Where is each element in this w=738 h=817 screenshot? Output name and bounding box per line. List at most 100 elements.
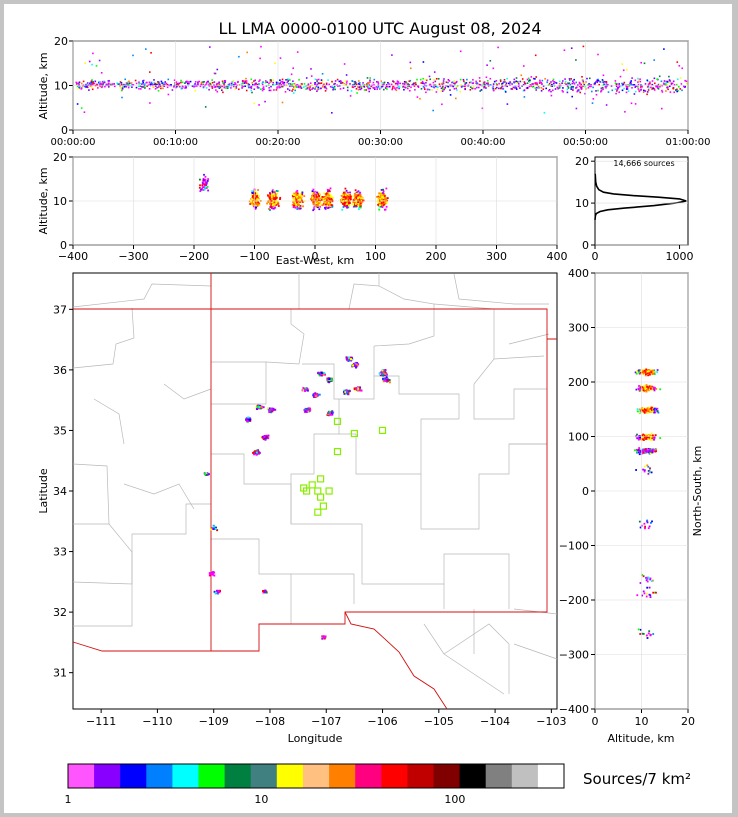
ew-height-source xyxy=(301,192,304,194)
time-height-source xyxy=(309,86,311,88)
ew-height-source xyxy=(296,195,298,198)
ew-height-source xyxy=(355,205,358,208)
time-height-source xyxy=(151,83,153,85)
time-height-source xyxy=(419,97,421,100)
time-height-source xyxy=(207,80,209,83)
ew-height-source xyxy=(319,205,321,208)
time-height-source xyxy=(224,80,227,82)
time-height-source xyxy=(208,88,210,91)
time-height-source xyxy=(138,83,140,85)
time-height-source xyxy=(323,83,326,85)
time-height-source xyxy=(279,86,282,89)
time-height-source xyxy=(339,88,342,90)
time-height-source xyxy=(357,86,359,88)
time-height-source xyxy=(578,82,581,85)
time-height-source xyxy=(499,80,502,83)
time-height-source xyxy=(162,82,165,84)
time-height-source xyxy=(334,82,336,85)
ns-height-source xyxy=(641,574,644,576)
time-height-source xyxy=(519,87,521,89)
colorbar-swatch xyxy=(537,764,565,788)
ew-height-source xyxy=(201,187,203,190)
ew-height-x-tick-label: −200 xyxy=(179,250,209,263)
time-height-source xyxy=(677,78,679,81)
map-source xyxy=(329,413,332,416)
time-height-source xyxy=(420,88,423,90)
time-height-source xyxy=(637,81,639,83)
ew-height-source xyxy=(257,201,259,204)
time-height-source xyxy=(175,81,178,83)
ns-height-source xyxy=(643,436,645,439)
ew-height-source xyxy=(327,193,330,196)
time-height-source xyxy=(307,83,310,86)
ew-height-source xyxy=(331,205,334,208)
time-height-source xyxy=(663,83,665,86)
time-height-source xyxy=(211,86,213,88)
histogram-y-tick-label: 0 xyxy=(582,239,589,252)
time-height-source xyxy=(616,88,619,91)
time-height-source xyxy=(203,81,205,83)
map-panel: −111 −110 −109 −108 −107 −106 −105 −104 −103 313… xyxy=(37,272,566,745)
colorbar-label: Sources/7 km² xyxy=(583,770,691,788)
time-height-source xyxy=(204,106,207,108)
ew-height-source xyxy=(347,206,350,209)
ew-height-source xyxy=(343,201,346,204)
histogram-x-tick-label: 1000 xyxy=(666,250,694,263)
ns-height-source xyxy=(645,450,647,453)
ew-height-source xyxy=(271,196,273,198)
ew-height-source xyxy=(349,197,351,200)
time-height-source xyxy=(570,78,572,80)
map-source xyxy=(265,436,268,439)
map-y-tick-label: 34 xyxy=(53,485,67,498)
ew-height-source xyxy=(273,191,276,194)
time-height-x-tick-label: 00:00:00 xyxy=(51,137,96,148)
ew-height-source xyxy=(359,195,362,197)
ns-height-source xyxy=(647,370,650,373)
map-source xyxy=(304,408,307,411)
ns-height-sources xyxy=(633,368,662,639)
time-height-source xyxy=(238,55,240,58)
time-height-source xyxy=(582,85,584,87)
ew-height-source xyxy=(322,197,325,200)
time-height-source xyxy=(541,79,544,82)
time-height-source xyxy=(153,79,155,81)
ew-height-source xyxy=(296,197,299,200)
time-height-source xyxy=(571,89,574,91)
ns-height-source xyxy=(645,409,648,412)
ew-height-source xyxy=(380,204,383,207)
time-height-source xyxy=(398,87,400,90)
time-height-source xyxy=(251,91,253,94)
time-height-source xyxy=(163,83,166,85)
time-height-source xyxy=(464,82,467,84)
time-height-source xyxy=(526,82,529,84)
time-height-source xyxy=(642,91,645,93)
ew-height-source xyxy=(254,197,257,200)
map-source xyxy=(216,529,219,532)
time-height-source xyxy=(293,82,296,85)
time-height-source xyxy=(397,81,400,83)
time-height-source xyxy=(665,83,667,85)
time-height-source xyxy=(381,85,384,87)
time-height-source xyxy=(276,86,279,88)
time-height-source xyxy=(668,79,671,81)
colorbar-swatch xyxy=(381,764,408,788)
time-height-source xyxy=(83,111,86,113)
time-height-source xyxy=(358,86,360,89)
time-height-source xyxy=(340,82,343,85)
time-height-source xyxy=(81,85,84,87)
ew-height-source xyxy=(384,202,387,205)
ew-height-source xyxy=(204,181,207,184)
time-height-source xyxy=(408,80,411,82)
ns-height-source xyxy=(649,373,651,376)
time-height-source xyxy=(104,85,106,88)
time-height-source xyxy=(159,85,162,87)
ew-height-source xyxy=(254,196,257,198)
map-source xyxy=(274,408,277,411)
time-height-source xyxy=(550,81,552,83)
map-source xyxy=(386,378,389,381)
time-height-source xyxy=(314,82,316,84)
ns-height-source xyxy=(644,374,647,377)
time-height-source xyxy=(250,85,253,88)
time-height-source xyxy=(220,85,222,87)
time-height-source xyxy=(572,86,575,88)
